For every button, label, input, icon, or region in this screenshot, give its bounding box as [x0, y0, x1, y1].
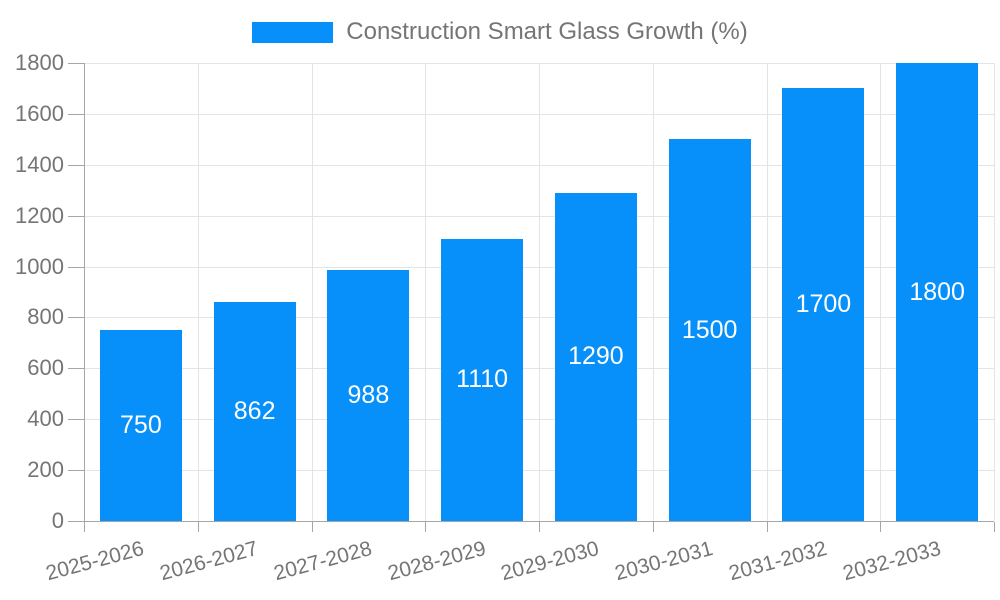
x-axis-tick: [84, 522, 85, 532]
bar-value-label: 750: [120, 411, 162, 440]
y-axis-tick: [68, 266, 84, 268]
bar[interactable]: 1700: [782, 88, 865, 521]
gridline-vertical: [994, 63, 995, 521]
bar[interactable]: 1800: [896, 63, 979, 521]
bar[interactable]: 1500: [668, 139, 751, 521]
x-axis-tick: [539, 522, 540, 532]
y-axis-tick-label: 1600: [15, 100, 64, 126]
y-axis-tick-label: 600: [27, 355, 64, 381]
y-axis-tick: [68, 317, 84, 319]
x-axis-tick: [652, 522, 654, 532]
y-axis-tick-label: 400: [27, 406, 64, 432]
x-axis-category-label: 2029-2030: [498, 537, 602, 586]
y-axis-tick-label: 1800: [15, 50, 64, 75]
bar-value-label: 1800: [909, 277, 965, 306]
legend-item[interactable]: Construction Smart Glass Growth (%): [0, 18, 1000, 47]
gridline-vertical: [766, 63, 768, 521]
y-axis-tick: [68, 164, 84, 166]
y-axis-line: [84, 63, 85, 521]
legend-label: Construction Smart Glass Growth (%): [346, 18, 748, 45]
bar[interactable]: 1110: [441, 238, 524, 521]
y-axis-tick: [68, 470, 84, 472]
bar[interactable]: 1290: [554, 192, 637, 521]
y-axis-tick: [68, 113, 84, 115]
x-axis-category-label: 2030-2031: [612, 537, 716, 586]
x-axis-category-label: 2025-2026: [43, 537, 147, 586]
x-axis-category-label: 2031-2032: [726, 537, 830, 586]
x-axis-tick: [766, 522, 768, 532]
bar-value-label: 1500: [681, 315, 738, 344]
bar-value-label: 1290: [568, 342, 624, 371]
bar-value-label: 1110: [456, 365, 509, 394]
x-axis-category-label: 2026-2027: [157, 537, 261, 586]
x-axis-category-label: 2032-2033: [840, 537, 944, 586]
x-axis-category-label: 2028-2029: [385, 537, 489, 586]
gridline-vertical: [197, 63, 199, 521]
y-axis-tick-label: 1000: [15, 253, 64, 279]
bar[interactable]: 862: [213, 301, 296, 521]
bar-value-label: 862: [233, 396, 276, 425]
y-axis-tick-label: 200: [27, 457, 64, 483]
gridline-vertical: [652, 63, 654, 521]
x-axis-tick: [994, 522, 995, 532]
y-axis-tick-label: 800: [27, 304, 64, 330]
x-axis-category-label: 2027-2028: [271, 537, 375, 586]
gridline-vertical: [311, 63, 313, 521]
gridline-vertical: [880, 63, 882, 521]
gridline-vertical: [425, 63, 427, 521]
y-axis-tick-label: 1200: [15, 202, 64, 228]
y-axis-tick: [68, 419, 84, 421]
x-axis-tick: [197, 522, 199, 532]
y-axis-tick-label: 1400: [15, 151, 64, 177]
bar-value-label: 1700: [795, 290, 852, 319]
bar-value-label: 988: [347, 380, 390, 409]
bar[interactable]: 750: [99, 330, 182, 521]
y-axis-tick: [68, 63, 84, 64]
x-axis-tick: [880, 522, 882, 532]
legend-swatch: [252, 21, 334, 43]
x-axis-tick: [425, 522, 427, 532]
y-axis-tick: [68, 521, 84, 522]
y-axis-tick: [68, 215, 84, 217]
bar[interactable]: 988: [327, 269, 410, 521]
x-axis-tick: [311, 522, 313, 532]
y-axis-tick: [68, 368, 84, 370]
x-axis-line: [84, 521, 994, 522]
gridline-vertical: [539, 63, 540, 521]
y-axis-tick-label: 0: [51, 508, 64, 533]
